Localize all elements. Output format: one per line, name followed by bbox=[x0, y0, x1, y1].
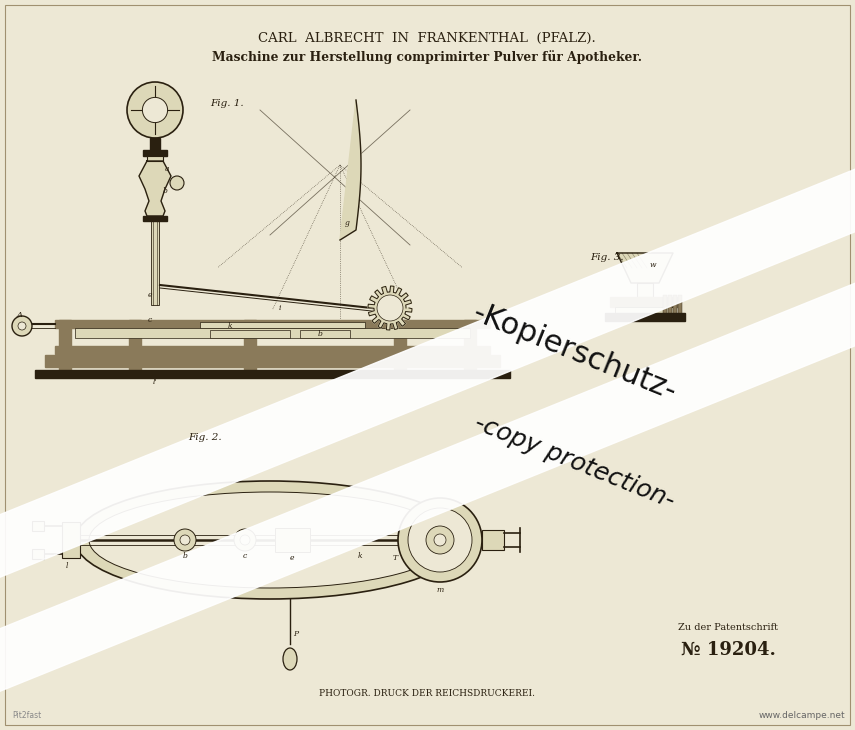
Text: g: g bbox=[345, 219, 350, 227]
Text: l: l bbox=[66, 562, 68, 570]
Circle shape bbox=[377, 295, 403, 321]
Text: b: b bbox=[163, 187, 168, 195]
Circle shape bbox=[143, 97, 168, 123]
Bar bbox=[663, 295, 667, 313]
Bar bbox=[62, 522, 80, 558]
Text: PHOTOGR. DRUCK DER REICHSDRUCKEREI.: PHOTOGR. DRUCK DER REICHSDRUCKEREI. bbox=[319, 690, 535, 699]
Bar bbox=[637, 283, 653, 297]
Bar bbox=[55, 346, 490, 354]
Text: a: a bbox=[165, 165, 169, 173]
Circle shape bbox=[398, 498, 482, 582]
Bar bbox=[35, 370, 510, 378]
Circle shape bbox=[174, 529, 196, 551]
Text: b: b bbox=[317, 330, 322, 338]
Text: Fig. 2.: Fig. 2. bbox=[188, 434, 221, 442]
Bar bbox=[464, 320, 476, 370]
Text: № 19204.: № 19204. bbox=[681, 641, 775, 659]
Bar bbox=[605, 313, 685, 321]
Text: w: w bbox=[650, 261, 657, 269]
Polygon shape bbox=[0, 119, 855, 585]
Circle shape bbox=[18, 322, 26, 330]
Bar bbox=[394, 320, 406, 370]
Bar bbox=[143, 150, 167, 156]
Ellipse shape bbox=[283, 648, 297, 670]
Circle shape bbox=[434, 534, 446, 546]
Text: i: i bbox=[279, 304, 281, 312]
Bar bbox=[668, 295, 672, 313]
Polygon shape bbox=[617, 253, 673, 283]
Text: Zu der Patentschrift: Zu der Patentschrift bbox=[678, 623, 778, 632]
Bar bbox=[147, 156, 163, 161]
Bar bbox=[129, 320, 141, 370]
Text: Maschine zur Herstellung comprimirter Pulver für Apotheker.: Maschine zur Herstellung comprimirter Pu… bbox=[212, 50, 642, 64]
Bar bbox=[200, 322, 365, 328]
Text: m: m bbox=[436, 586, 444, 594]
Bar bbox=[143, 216, 167, 221]
Circle shape bbox=[180, 535, 190, 545]
Bar bbox=[150, 138, 160, 150]
Bar bbox=[673, 295, 677, 313]
Circle shape bbox=[426, 526, 454, 554]
Bar bbox=[678, 295, 682, 313]
Bar bbox=[610, 297, 680, 307]
Polygon shape bbox=[0, 229, 855, 695]
Circle shape bbox=[408, 508, 472, 572]
Circle shape bbox=[127, 82, 183, 138]
Text: P: P bbox=[293, 630, 298, 638]
Text: c: c bbox=[148, 316, 152, 324]
Text: e: e bbox=[148, 291, 152, 299]
Text: k: k bbox=[357, 552, 363, 560]
Circle shape bbox=[12, 316, 32, 336]
Text: k: k bbox=[227, 322, 233, 330]
Bar bbox=[45, 355, 500, 367]
Bar bbox=[210, 330, 290, 338]
Polygon shape bbox=[139, 161, 171, 216]
Text: T: T bbox=[392, 554, 398, 562]
Bar bbox=[32, 521, 44, 531]
Bar bbox=[55, 320, 490, 328]
Bar bbox=[75, 328, 470, 338]
Text: CARL  ALBRECHT  IN  FRANKENTHAL  (PFALZ).: CARL ALBRECHT IN FRANKENTHAL (PFALZ). bbox=[258, 31, 596, 45]
Bar bbox=[59, 320, 71, 370]
Polygon shape bbox=[368, 286, 412, 330]
Text: b: b bbox=[183, 552, 187, 560]
Text: Fig. 1.: Fig. 1. bbox=[210, 99, 244, 107]
Bar bbox=[275, 528, 310, 552]
Text: Fig. 3.: Fig. 3. bbox=[590, 253, 623, 263]
Text: e: e bbox=[290, 554, 294, 562]
Text: -Kopierschutz-: -Kopierschutz- bbox=[469, 298, 681, 406]
Text: l': l' bbox=[153, 378, 157, 386]
Text: Pit2fast: Pit2fast bbox=[12, 711, 41, 720]
Text: www.delcampe.net: www.delcampe.net bbox=[758, 711, 845, 720]
Ellipse shape bbox=[75, 481, 465, 599]
Bar bbox=[151, 221, 159, 305]
Bar bbox=[482, 530, 504, 550]
Circle shape bbox=[240, 535, 250, 545]
Ellipse shape bbox=[89, 492, 451, 588]
Bar bbox=[32, 549, 44, 559]
Circle shape bbox=[234, 529, 256, 551]
Text: A: A bbox=[17, 311, 23, 319]
Circle shape bbox=[170, 176, 184, 190]
Text: c: c bbox=[243, 552, 247, 560]
Bar bbox=[300, 330, 350, 338]
Text: -copy protection-: -copy protection- bbox=[471, 411, 679, 513]
Polygon shape bbox=[340, 100, 361, 240]
Bar bbox=[615, 307, 675, 313]
Bar bbox=[244, 320, 256, 370]
